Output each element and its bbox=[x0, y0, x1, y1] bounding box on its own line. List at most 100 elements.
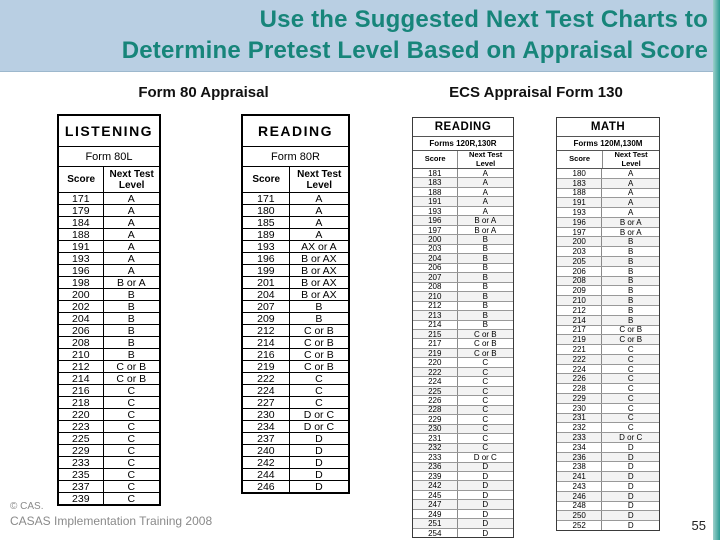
score-cell: 230 bbox=[557, 403, 603, 413]
table-body: 171 A 180 A 185 A 189 A 193 AX or A 196 B or AX 199 B… bbox=[243, 193, 348, 492]
score-cell: 232 bbox=[557, 423, 603, 433]
level-cell: C bbox=[627, 364, 634, 374]
level-cell: A bbox=[628, 178, 634, 188]
level-cell: C bbox=[627, 393, 634, 403]
table-row: 236 D bbox=[413, 462, 513, 472]
table-row: 226 C bbox=[413, 396, 513, 406]
table-row: 202 B bbox=[59, 301, 159, 313]
table-row: 225 C bbox=[413, 386, 513, 397]
score-cell: 229 bbox=[413, 415, 458, 424]
table-row: 198 B or A bbox=[59, 277, 159, 289]
table-row: 220 C bbox=[413, 358, 513, 368]
level-cell: B bbox=[127, 337, 135, 348]
level-cell: C or B bbox=[473, 348, 497, 358]
table-row: 244 D bbox=[243, 469, 348, 481]
level-cell: C bbox=[482, 415, 489, 424]
score-cell: 185 bbox=[243, 217, 290, 228]
level-cell: B or A bbox=[619, 227, 642, 237]
table-body: 181 A 183 A 188 A 191 A 193 A 196 B or A 197 B or A 20… bbox=[413, 169, 513, 538]
score-cell: 203 bbox=[413, 244, 458, 254]
score-cell: 235 bbox=[59, 469, 104, 480]
score-cell: 233 bbox=[413, 453, 458, 462]
table-row: 237 D bbox=[243, 433, 348, 445]
table-row: 232 C bbox=[557, 423, 659, 434]
footer-copyright: © CAS. bbox=[10, 501, 44, 512]
level-cell: B or A bbox=[474, 225, 497, 235]
table-row: 204 B bbox=[59, 313, 159, 325]
table-row: 216 C or B bbox=[243, 349, 348, 361]
score-cell: 222 bbox=[413, 367, 458, 377]
level-cell: D bbox=[627, 472, 634, 481]
level-cell: C bbox=[627, 354, 634, 364]
level-cell: B bbox=[628, 296, 634, 305]
score-cell: 224 bbox=[243, 385, 290, 396]
table-row: 230 C bbox=[557, 403, 659, 414]
score-cell: 214 bbox=[243, 337, 290, 348]
table-row: 217 C or B bbox=[557, 325, 659, 336]
table-row: 247 D bbox=[413, 500, 513, 510]
level-cell: C or B bbox=[473, 339, 497, 348]
score-cell: 209 bbox=[243, 313, 290, 324]
table-row: 241 D bbox=[557, 472, 659, 482]
score-cell: 193 bbox=[59, 253, 104, 264]
table-row: 205 B bbox=[557, 257, 659, 267]
slide-title-line1: Use the Suggested Next Test Charts to bbox=[259, 6, 708, 33]
score-cell: 224 bbox=[557, 364, 603, 374]
score-cell: 208 bbox=[557, 276, 603, 286]
level-cell: C bbox=[482, 377, 489, 386]
score-cell: 217 bbox=[413, 339, 458, 348]
score-cell: 230 bbox=[413, 424, 458, 434]
table-row: 214 C or B bbox=[243, 337, 348, 349]
table-row: 210 B bbox=[413, 292, 513, 302]
table-row: 243 D bbox=[557, 482, 659, 492]
score-cell: 208 bbox=[413, 282, 458, 292]
table-row: 235 C bbox=[59, 469, 159, 481]
score-cell: 210 bbox=[413, 292, 458, 301]
level-cell: B bbox=[628, 305, 634, 315]
score-cell: 248 bbox=[557, 501, 603, 511]
level-cell: D bbox=[482, 462, 489, 471]
table-row: 196 B or AX bbox=[243, 253, 348, 265]
table-row: 201 B or AX bbox=[243, 277, 348, 289]
table-row: 242 D bbox=[243, 457, 348, 469]
score-cell: 222 bbox=[243, 373, 290, 384]
level-cell: C bbox=[127, 385, 136, 396]
score-cell: 214 bbox=[413, 320, 458, 329]
level-cell: B or AX bbox=[301, 253, 337, 264]
table-row: 214 B bbox=[413, 320, 513, 330]
score-cell: 196 bbox=[243, 253, 290, 264]
score-cell: 226 bbox=[557, 374, 603, 384]
level-cell: C bbox=[482, 386, 489, 396]
score-cell: 212 bbox=[413, 301, 458, 311]
level-cell: B bbox=[482, 320, 488, 329]
level-cell: C or B bbox=[303, 337, 334, 348]
table-row: 238 D bbox=[557, 462, 659, 473]
table-row: 188 A bbox=[413, 187, 513, 198]
level-cell: D bbox=[482, 500, 489, 509]
level-cell: C bbox=[315, 373, 323, 384]
score-cell: 180 bbox=[243, 205, 290, 216]
score-cell: 254 bbox=[413, 528, 458, 538]
table-row: 193 AX or A bbox=[243, 241, 348, 253]
level-cell: A bbox=[315, 193, 323, 204]
score-cell: 204 bbox=[413, 254, 458, 263]
table-row: 212 B bbox=[413, 301, 513, 312]
score-cell: 219 bbox=[557, 335, 603, 345]
score-cell: 188 bbox=[413, 187, 458, 197]
level-cell: D bbox=[482, 509, 489, 519]
table-row: 207 B bbox=[413, 273, 513, 283]
level-cell: A bbox=[127, 241, 135, 252]
table-row: 218 C bbox=[59, 397, 159, 409]
table-row: 242 D bbox=[413, 481, 513, 491]
level-cell: D bbox=[482, 490, 489, 500]
table-row: 250 D bbox=[557, 511, 659, 522]
table-row: 180 A bbox=[243, 205, 348, 217]
score-cell: 191 bbox=[557, 198, 603, 208]
score-cell: 246 bbox=[557, 491, 603, 501]
table-row: 233 C bbox=[59, 457, 159, 469]
table-row: 188 A bbox=[557, 188, 659, 199]
score-cell: 206 bbox=[557, 266, 603, 276]
score-cell: 217 bbox=[557, 325, 603, 335]
score-cell: 198 bbox=[59, 277, 104, 288]
table-row: 183 A bbox=[557, 178, 659, 189]
